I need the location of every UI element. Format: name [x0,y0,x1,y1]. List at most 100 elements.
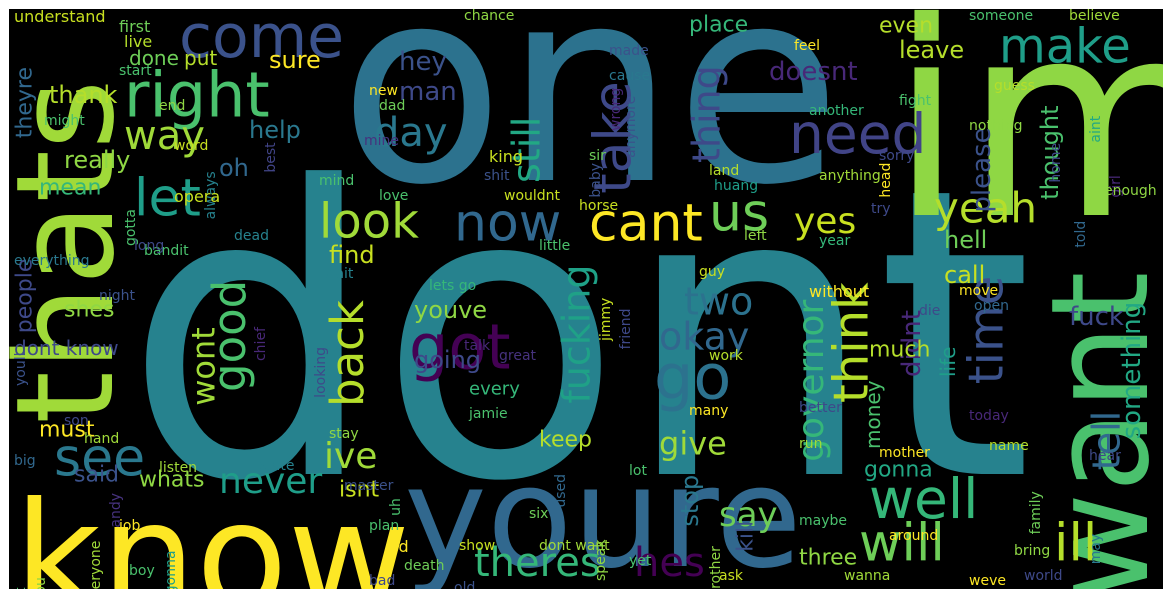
word-whats: whats [139,468,205,493]
word-old: old [454,580,475,589]
word-dont-know: dont know [14,336,119,360]
word-good: good [203,280,256,392]
word-yet: yet [629,553,652,569]
word-oh: oh [219,154,249,182]
word-hey: hey [399,47,447,77]
word-three: three [799,546,857,571]
word-andy: andy [108,493,124,528]
word-run: run [799,436,823,452]
word-look: look [319,193,419,249]
word-jamie: jamie [468,406,508,422]
word-guy: guy [699,264,725,280]
word-first: first [119,17,150,36]
word-chance: chance [464,9,514,24]
word-life: life [936,347,960,377]
word-listen: listen [159,460,197,476]
word-every: every [469,378,520,399]
word-year: year [819,233,850,249]
word-hear: hear [1089,448,1121,464]
word-night: night [99,288,136,304]
word-maybe: maybe [799,513,847,529]
word-going: going [414,346,481,374]
word-still: still [504,117,548,183]
word-bring: bring [1014,543,1050,559]
word-ive: ive [324,436,377,477]
word-die: die [919,303,940,319]
word-new: new [369,83,398,99]
word-see: see [54,429,145,489]
word-opera: opera [174,187,220,206]
word-help: help [249,116,301,144]
word-live: live [124,32,152,51]
word-want: want [1022,271,1163,589]
word-sorry: sorry [879,148,914,164]
word-big: big [14,453,36,469]
word-mind: mind [319,173,354,189]
word-family: family [1028,491,1044,534]
word-dont: dont [124,104,1033,569]
word-come: come [179,9,344,72]
word-say: say [719,495,778,535]
word-find: find [329,241,375,269]
word-aint: aint [1088,115,1104,142]
word-dont-want: dont want [539,538,610,554]
word-man: man [399,77,457,107]
word-thats: thats [9,80,144,425]
word-wait: wait [324,266,354,282]
word-open: open [974,298,1009,314]
word-gonna: gonna [864,458,933,483]
word-plan: plan [369,518,399,534]
word-feel: feel [794,38,820,54]
word-without: without [809,282,869,301]
word-two: two [684,279,753,323]
word-thought: thought [1036,105,1064,199]
word-okay: okay [659,314,749,358]
word-need: need [789,102,926,166]
word-dad: dad [379,98,405,114]
word-well: well [869,467,978,531]
word-leave: leave [899,36,964,64]
word-chief: chief [253,326,269,361]
word-theyre: theyre [13,67,38,138]
word-cause: cause [609,68,650,84]
word-give: give [659,425,727,463]
word-day: day [374,110,448,156]
word-end: end [159,98,185,114]
word-may: may [1088,534,1104,565]
word-uh: uh [388,498,404,516]
word-lot: lot [629,463,647,479]
word-us: us [709,184,769,244]
word-baby: baby [588,163,604,198]
word-son: son [64,413,89,429]
word-world: world [1024,568,1063,584]
word-mine: mine [364,133,399,149]
word-best: best [263,142,279,173]
word-last: last [13,587,29,589]
word-brother: brother [708,546,724,589]
word-now: now [454,194,561,254]
word-shit: shit [484,168,510,184]
word-isnt: isnt [339,478,380,503]
word-made: made [609,43,649,59]
word-jimmy: jimmy [598,298,614,342]
word-nothing: nothing [969,118,1022,134]
word-wanna: wanna [844,568,890,584]
word-sir: sir [589,148,606,164]
word-hell: hell [944,226,987,254]
word-gotta: gotta [123,209,139,246]
word-weve: weve [969,573,1006,589]
word-cant: cant [589,194,703,254]
word-state: state [259,458,294,474]
word-girl: girl [1108,175,1124,197]
word-really: really [64,146,130,174]
word-doesnt: doesnt [769,57,858,87]
word-show: show [459,538,495,554]
word-wont: wont [185,327,223,406]
word-wouldnt: wouldnt [504,188,561,204]
word-another: another [809,103,864,119]
word-believe: believe [1069,9,1120,24]
word-everything: everything [14,253,90,269]
word-understand: understand [14,9,106,26]
word-move: move [959,283,998,299]
word-im-gonna: im gonna [163,550,179,589]
